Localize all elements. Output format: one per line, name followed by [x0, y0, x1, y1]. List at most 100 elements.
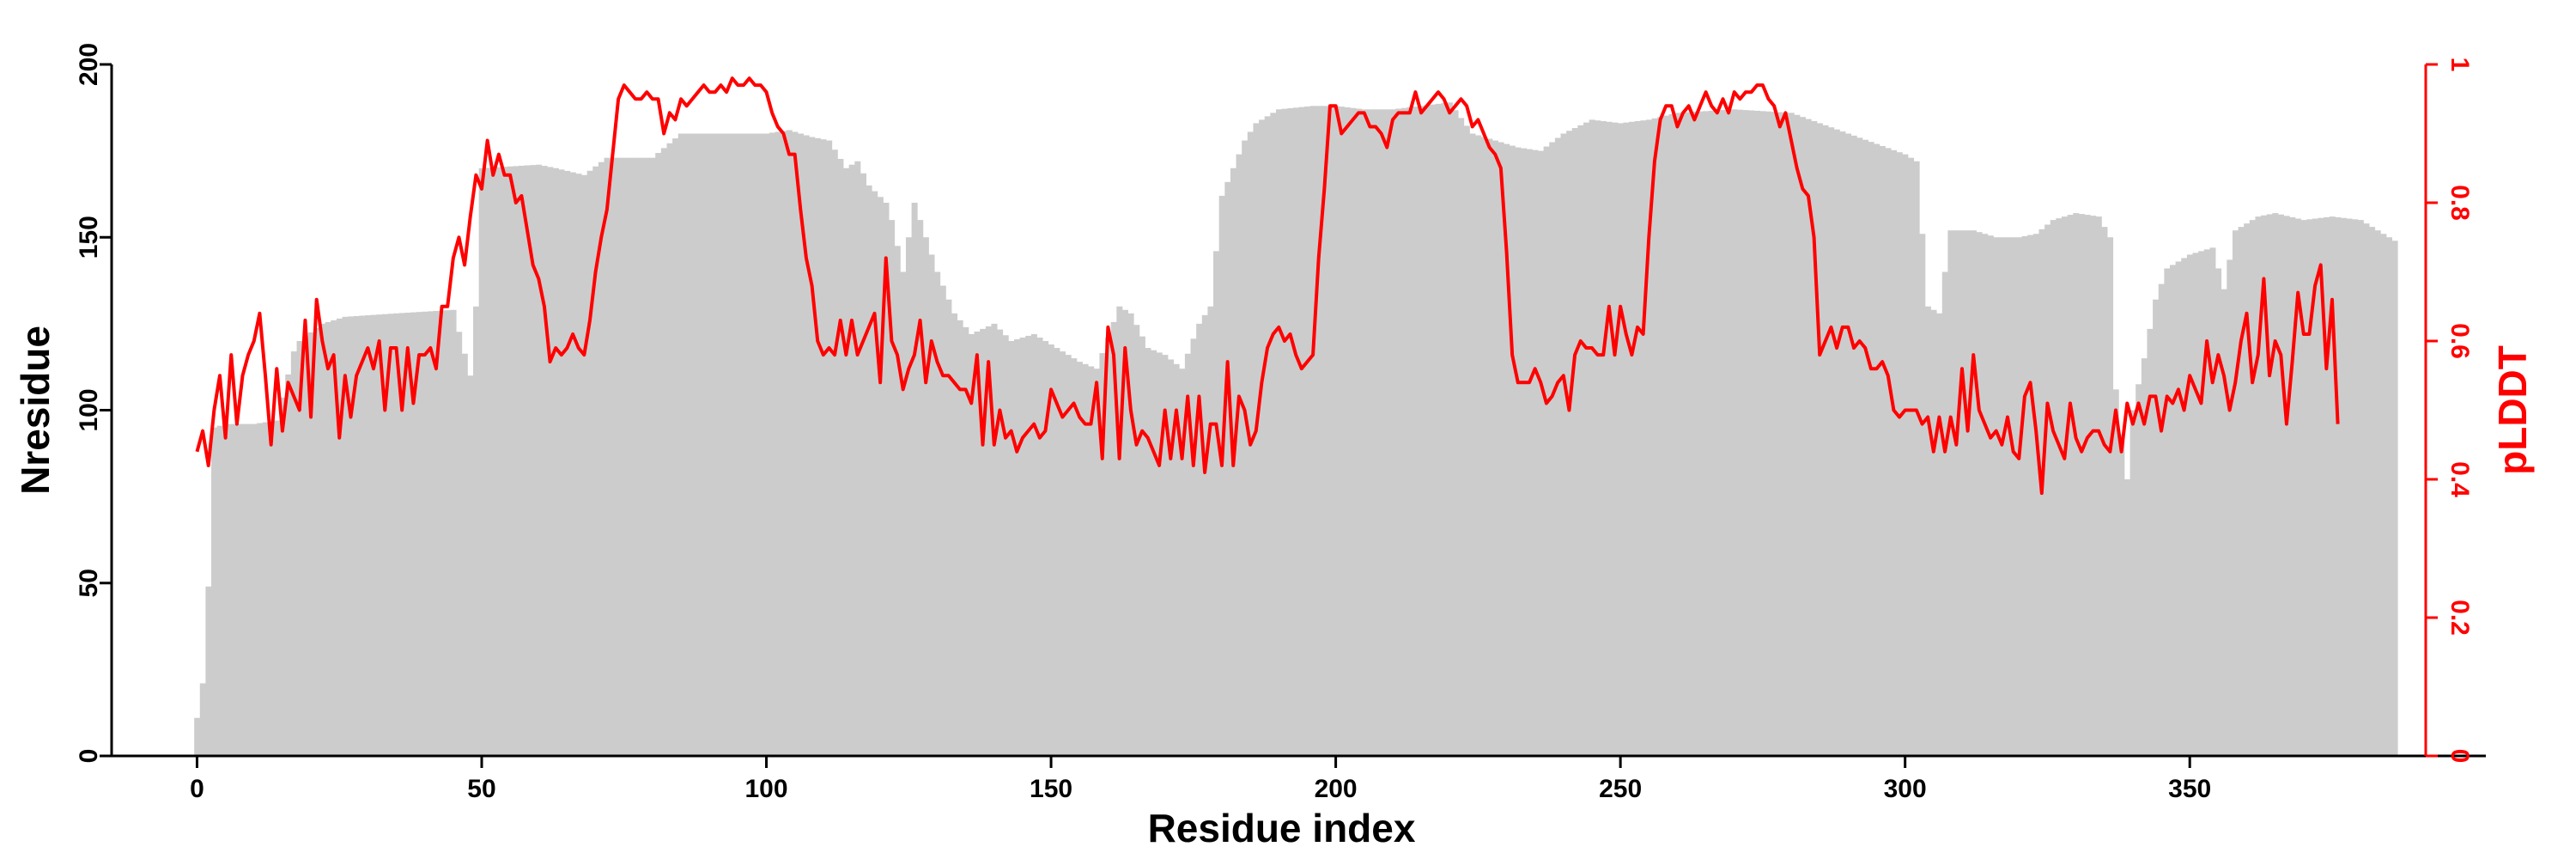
bar: [1281, 108, 1288, 756]
y-left-tick-label: 150: [75, 216, 103, 259]
bar: [1748, 110, 1755, 756]
bar: [1400, 107, 1407, 756]
bar: [2209, 247, 2216, 757]
bar: [1828, 127, 1835, 756]
bar: [444, 310, 451, 756]
bar: [1742, 110, 1749, 756]
bar: [2261, 215, 2268, 756]
bar: [1936, 313, 1943, 756]
bar: [712, 133, 719, 756]
bar: [251, 423, 258, 756]
bar: [1896, 152, 1903, 757]
bar: [985, 326, 992, 756]
bar: [2175, 261, 2182, 756]
bar: [2283, 216, 2290, 757]
bar: [803, 135, 810, 756]
bar: [638, 157, 645, 757]
bar: [273, 420, 280, 756]
bar: [1110, 321, 1117, 756]
bar: [2153, 299, 2160, 756]
bar: [763, 133, 770, 756]
bar: [2266, 214, 2273, 757]
bar: [422, 311, 428, 756]
bar: [1891, 149, 1898, 756]
bar: [381, 314, 388, 756]
bar: [2232, 230, 2239, 756]
bar: [268, 421, 275, 756]
bar: [1213, 251, 1220, 757]
bar: [1071, 358, 1078, 756]
bar: [1526, 149, 1533, 757]
bar: [353, 315, 360, 756]
bar: [1720, 110, 1727, 756]
bar: [1036, 337, 1043, 756]
bar: [1970, 230, 1977, 756]
bar: [1292, 107, 1299, 756]
bar: [1383, 109, 1390, 756]
bar: [1321, 106, 1328, 757]
bar: [1042, 341, 1049, 756]
bar: [1190, 338, 1197, 756]
bar: [1765, 111, 1772, 757]
x-tick-label: 100: [744, 775, 787, 803]
bar: [1498, 142, 1504, 756]
bar: [2129, 410, 2136, 756]
bar: [1822, 125, 1829, 757]
y-right-tick-label: 0.8: [2445, 185, 2474, 221]
bar: [1099, 353, 1106, 756]
bar: [968, 333, 975, 756]
bar: [1179, 369, 1186, 756]
bar: [2369, 227, 2376, 756]
bar: [1543, 146, 1550, 757]
bar: [495, 167, 502, 757]
bar: [1612, 122, 1619, 756]
bar: [2357, 220, 2364, 757]
bar: [331, 320, 337, 756]
bar: [1856, 137, 1863, 756]
x-tick-label: 300: [1884, 775, 1927, 803]
bar: [1076, 362, 1083, 756]
bar: [2004, 237, 2011, 756]
bar: [1298, 107, 1305, 756]
bar: [1816, 123, 1823, 757]
bar: [1008, 341, 1015, 756]
bar: [2158, 283, 2165, 757]
bar: [433, 310, 440, 757]
bar: [398, 313, 405, 756]
bar: [2391, 241, 2398, 756]
bar: [1560, 133, 1567, 756]
bar: [513, 166, 519, 757]
bar: [1207, 306, 1214, 756]
bar: [610, 157, 617, 757]
bar: [211, 427, 218, 757]
y-left-tick-label: 0: [75, 749, 103, 764]
y-left-tick-label: 100: [75, 388, 103, 431]
bar: [2186, 254, 2193, 757]
bar: [1623, 122, 1630, 756]
y-right-tick-label: 0: [2445, 749, 2474, 764]
bar: [2352, 219, 2359, 756]
bar: [428, 311, 434, 756]
bar: [1315, 106, 1322, 757]
bar: [228, 423, 234, 756]
bar: [1595, 120, 1601, 756]
bar: [1583, 122, 1590, 756]
bar: [1060, 351, 1066, 756]
bar: [917, 220, 924, 757]
bar: [1048, 344, 1054, 756]
bar: [905, 237, 913, 756]
bar: [2221, 289, 2227, 757]
bar: [2346, 218, 2353, 756]
bar: [672, 138, 679, 756]
bar: [1019, 337, 1026, 756]
bar: [467, 375, 474, 756]
y-right-tick-label: 1: [2445, 58, 2474, 72]
bar: [1692, 112, 1698, 756]
bar: [325, 321, 331, 756]
bar: [945, 299, 952, 756]
bar: [837, 159, 844, 756]
bar: [1919, 234, 1926, 757]
bar: [1304, 106, 1311, 757]
bar: [939, 285, 946, 757]
bar: [359, 315, 366, 757]
